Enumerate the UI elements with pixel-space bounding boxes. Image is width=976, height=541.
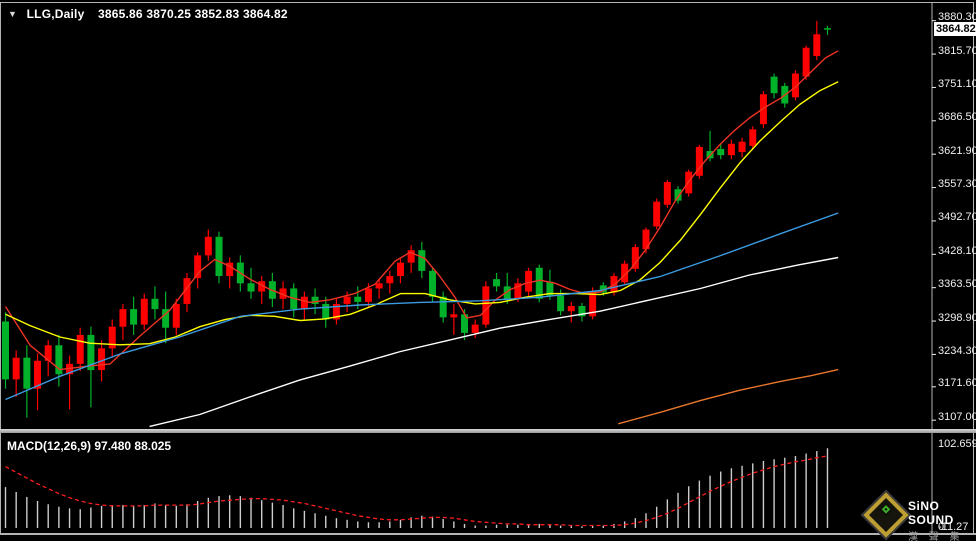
candle (183, 272, 191, 313)
candle (108, 319, 116, 358)
candle (396, 257, 404, 284)
panel-divider[interactable] (0, 429, 976, 433)
candle (706, 130, 714, 162)
candle (23, 345, 31, 418)
price-axis[interactable]: 3880.30 3815.70 3751.10 3686.50 3621.90 3557.… (933, 3, 976, 430)
ma-slow-blue (5, 212, 839, 401)
candle (386, 270, 394, 294)
candle (290, 283, 298, 318)
candle (151, 286, 159, 320)
current-price-label: 3864.82 (934, 21, 976, 36)
candle (119, 303, 127, 341)
price-tick-label: 3171.60 (938, 377, 976, 390)
candle (535, 264, 543, 303)
symbol-period-label: LLG,Daily (26, 7, 85, 21)
macd-axis-label: 102.659 (938, 438, 976, 451)
price-tick-label: 3298.90 (938, 311, 976, 324)
price-tick-label: 3686.50 (938, 111, 976, 124)
candle (621, 260, 629, 286)
candle (493, 272, 501, 292)
candle (418, 241, 426, 279)
candle (375, 278, 383, 299)
candle (172, 298, 180, 335)
candle (44, 340, 52, 377)
candle (439, 291, 447, 323)
candle (631, 244, 639, 272)
candle (717, 143, 725, 160)
macd-axis-label: 0 (938, 521, 945, 533)
price-tick-label: 3751.10 (938, 77, 976, 90)
ma-longest-orange (618, 368, 839, 425)
candle (567, 301, 575, 323)
macd-axis-label: -11.27 (938, 521, 969, 533)
candle (482, 281, 490, 328)
candle (130, 296, 138, 335)
candle (802, 45, 810, 80)
logo-brand-name: SiNO SOUND (908, 499, 954, 527)
price-tick-label: 3815.70 (938, 44, 976, 57)
ma-fast-red (4, 50, 839, 371)
ohlc-values: 3865.86 3870.25 3852.83 3864.82 (98, 7, 288, 21)
candle (66, 355, 74, 410)
candle (215, 231, 223, 284)
candle (2, 312, 9, 389)
candle (300, 291, 308, 320)
candle (258, 276, 266, 304)
candle (247, 267, 255, 299)
bottom-frame (0, 533, 976, 535)
candle (34, 353, 42, 411)
chart-title: ▼ LLG,Daily 3865.86 3870.25 3852.83 3864… (8, 7, 288, 21)
candle (770, 73, 778, 99)
macd-signal-line (5, 455, 828, 527)
candle (578, 302, 586, 322)
candle (407, 245, 415, 273)
candle (685, 169, 693, 197)
macd-indicator-label: MACD(12,26,9) 97.480 88.025 (7, 439, 172, 453)
price-tick-label: 3107.00 (938, 410, 976, 423)
candle (727, 139, 735, 160)
candle (695, 144, 703, 179)
symbol-dropdown-icon[interactable]: ▼ (8, 9, 18, 19)
logo-chinese-name: 漢 聲 集 團 (908, 532, 964, 541)
price-tick-label: 3880.30 (938, 11, 976, 24)
price-tick-label: 3363.50 (938, 278, 976, 291)
candle (663, 179, 671, 208)
candle (791, 70, 799, 101)
candle (332, 298, 340, 325)
candle (87, 326, 95, 408)
macd-axis[interactable]: 102.659 0 -11.27 (933, 434, 976, 533)
sino-sound-diamond-icon (863, 492, 909, 538)
candle (322, 296, 330, 328)
candle (749, 126, 757, 150)
candle (194, 252, 202, 289)
candle (653, 198, 661, 230)
price-tick-label: 3621.90 (938, 144, 976, 157)
candle (450, 303, 458, 335)
price-tick-label: 3492.70 (938, 211, 976, 224)
ma-mid-yellow (5, 81, 839, 346)
candle (471, 319, 479, 339)
candle (674, 186, 682, 204)
price-tick-label: 3557.30 (938, 178, 976, 191)
candle (813, 20, 821, 61)
price-tick-label: 3428.10 (938, 244, 976, 257)
price-tick-label: 3234.30 (938, 344, 976, 357)
candle (12, 350, 20, 397)
candle (204, 229, 212, 261)
candle (823, 25, 831, 35)
candle (226, 257, 234, 289)
candle (738, 137, 746, 158)
candle (546, 269, 554, 300)
candle (162, 291, 170, 344)
candle (55, 334, 63, 387)
ma-slower-white (149, 256, 839, 428)
candle (140, 293, 148, 330)
candle (76, 327, 84, 372)
broker-logo: SiNO SOUND 漢 聲 集 團 (863, 492, 974, 541)
